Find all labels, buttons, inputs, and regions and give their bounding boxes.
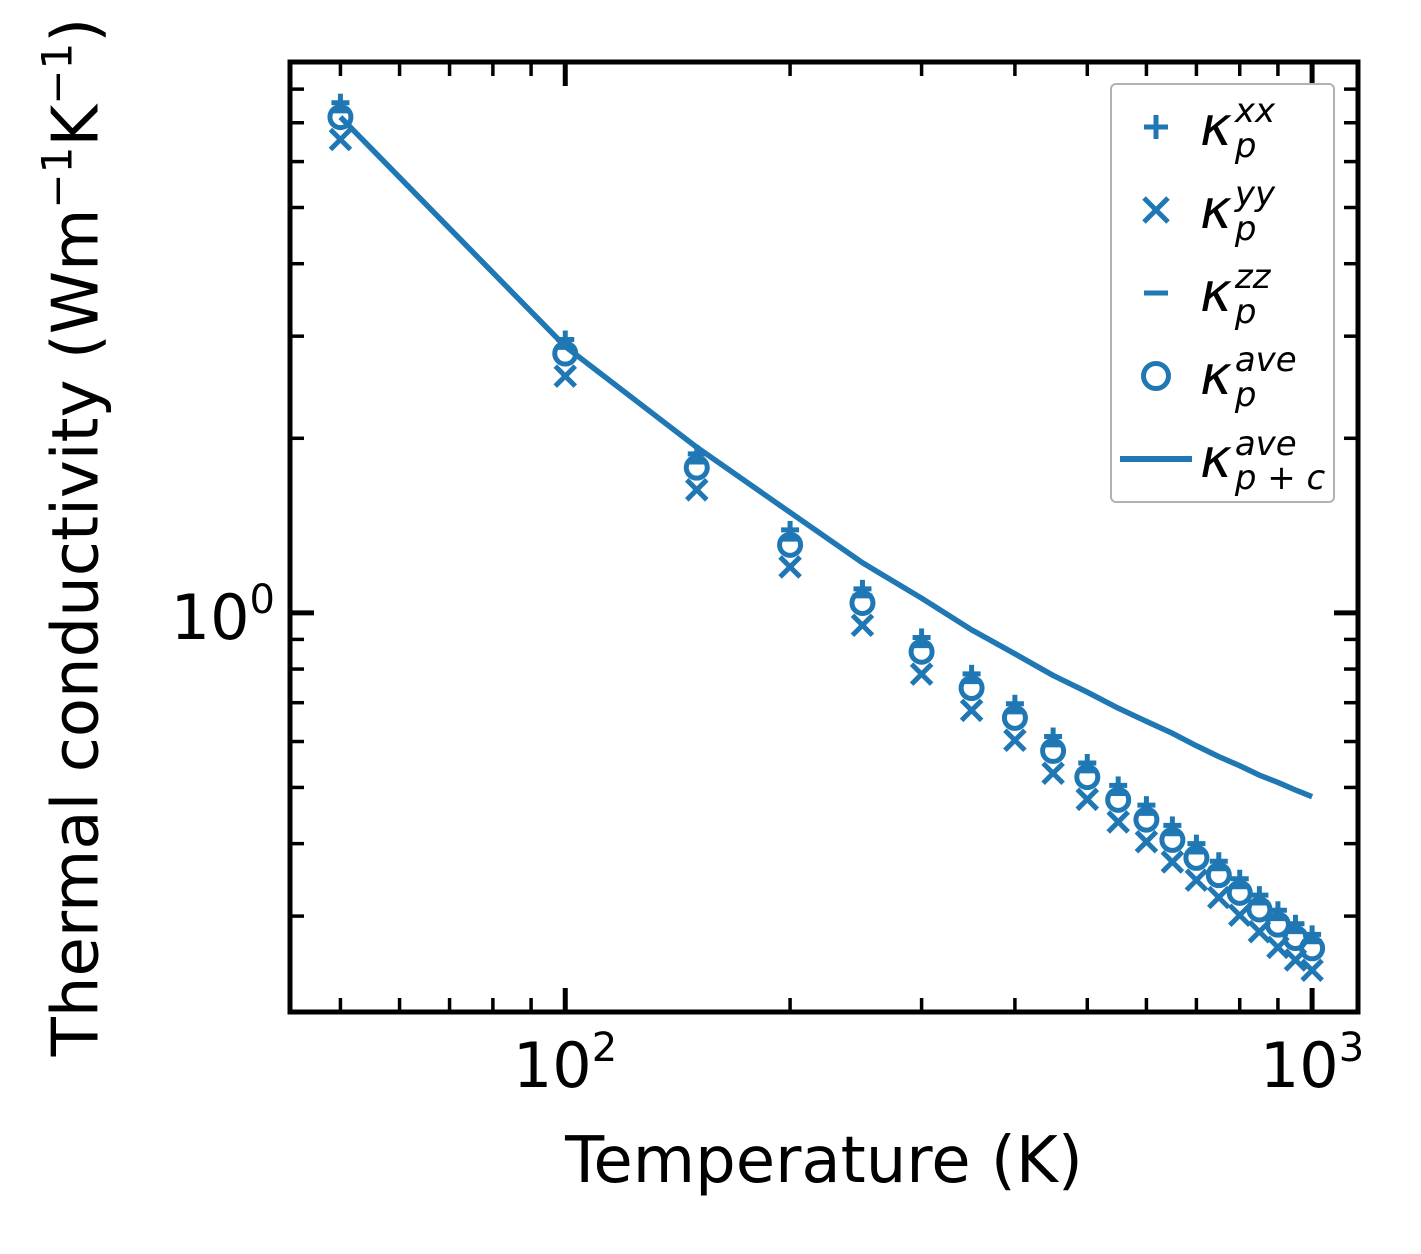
y-axis-label-text: K [39, 104, 114, 147]
legend-label: κ yy p [1200, 174, 1276, 249]
legend-label: κ ave p [1200, 340, 1297, 416]
solid-line-icon [1120, 456, 1192, 463]
tick-base: 10 [170, 581, 250, 654]
legend-label: κ zz p [1200, 257, 1271, 332]
tick-exponent: 2 [591, 1025, 618, 1071]
x-tick-label-1000: 103 [1260, 1028, 1364, 1097]
x-axis-label: Temperature (K) [565, 1124, 1083, 1198]
legend-item-kappa-zz: κ zz p [1112, 253, 1333, 333]
tick-base: 10 [1259, 1029, 1339, 1102]
plus-marker-icon [1144, 114, 1168, 139]
circle-marker-icon [1141, 361, 1171, 392]
y-tick-label-1: 100 [110, 580, 275, 649]
tick-marks [292, 64, 1356, 1010]
data-series [327, 93, 1326, 982]
legend-item-kappa-ave: κ ave p [1112, 336, 1333, 416]
legend: κ xx p κ yy p κ zz p κ ave p κ ave p + c [1110, 83, 1335, 503]
y-axis-label-text: Thermal conductivity (Wm [39, 208, 114, 1057]
legend-label: κ xx p [1200, 90, 1276, 166]
legend-item-kappa-p-plus-c-ave: κ ave p + c [1112, 419, 1333, 499]
legend-item-kappa-xx: κ xx p [1112, 87, 1333, 167]
series-kappa_p_plus_c_ave [338, 115, 1314, 800]
legend-item-kappa-yy: κ yy p [1112, 170, 1333, 250]
tick-exponent: 0 [249, 577, 275, 623]
x-tick-label-100: 102 [513, 1028, 617, 1097]
series-kappa_p_ave [327, 104, 1326, 962]
dash-marker-icon [1144, 290, 1168, 296]
series-kappa_p_xx [331, 93, 1322, 944]
cross-marker-icon [1142, 196, 1170, 224]
legend-label: κ ave p + c [1200, 423, 1326, 499]
tick-base: 10 [512, 1029, 592, 1102]
y-axis-label: Thermal conductivity (Wm−1K−1) [32, 17, 114, 1057]
y-axis-label-superscript: −1 [32, 146, 82, 209]
y-axis-label-text: ) [39, 17, 114, 43]
tick-exponent: 3 [1338, 1025, 1365, 1071]
y-axis-label-superscript: −1 [32, 42, 82, 105]
axes-frame [287, 59, 1361, 1015]
